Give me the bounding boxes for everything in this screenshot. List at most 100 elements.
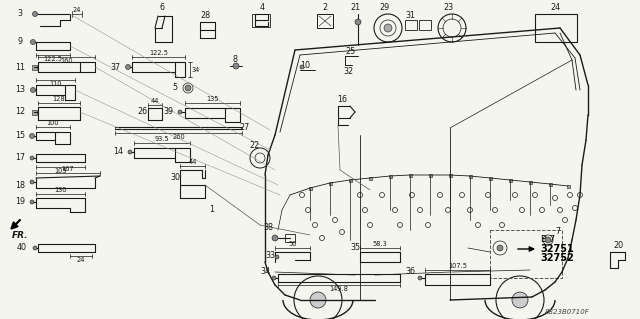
- Circle shape: [545, 237, 551, 243]
- Text: 160: 160: [60, 58, 73, 64]
- Circle shape: [31, 87, 35, 93]
- Bar: [488, 176, 492, 180]
- Text: 128: 128: [52, 96, 65, 102]
- Text: 58.3: 58.3: [372, 241, 387, 247]
- Text: 18: 18: [15, 181, 25, 189]
- Text: 24: 24: [77, 257, 85, 263]
- Text: B-7: B-7: [540, 235, 555, 244]
- Text: 130: 130: [54, 187, 67, 193]
- Circle shape: [384, 24, 392, 32]
- Circle shape: [125, 64, 131, 70]
- Text: 6: 6: [159, 4, 164, 12]
- Text: 7: 7: [556, 227, 561, 236]
- Text: 38: 38: [263, 224, 273, 233]
- Bar: [449, 174, 451, 176]
- Text: 3: 3: [17, 10, 22, 19]
- Circle shape: [355, 19, 361, 25]
- Text: 11: 11: [15, 63, 25, 71]
- Text: 110: 110: [49, 81, 61, 87]
- Circle shape: [310, 292, 326, 308]
- Bar: [328, 182, 332, 184]
- Text: 4: 4: [259, 4, 264, 12]
- Text: 260: 260: [172, 134, 185, 140]
- Bar: [548, 182, 552, 186]
- Circle shape: [497, 245, 503, 251]
- Text: 30: 30: [170, 174, 180, 182]
- Circle shape: [512, 292, 528, 308]
- Circle shape: [178, 110, 182, 114]
- Text: 50: 50: [288, 241, 297, 247]
- Circle shape: [30, 200, 34, 204]
- Circle shape: [275, 255, 279, 259]
- Bar: [285, 234, 295, 242]
- Text: 35: 35: [350, 243, 360, 253]
- Circle shape: [233, 63, 239, 69]
- Bar: [566, 184, 570, 188]
- Text: 32752: 32752: [540, 253, 573, 263]
- Bar: [349, 179, 351, 182]
- Text: 28: 28: [200, 11, 210, 19]
- Text: 93.5: 93.5: [155, 136, 170, 142]
- Bar: [529, 181, 531, 183]
- Text: 29: 29: [380, 4, 390, 12]
- Circle shape: [29, 133, 35, 138]
- Text: 37: 37: [110, 63, 120, 71]
- Circle shape: [418, 276, 422, 280]
- Circle shape: [128, 150, 132, 154]
- Text: 24: 24: [550, 4, 560, 12]
- Circle shape: [33, 11, 38, 17]
- Text: 8823B0710F: 8823B0710F: [545, 309, 590, 315]
- Text: 19: 19: [15, 197, 25, 206]
- Text: 17: 17: [15, 153, 25, 162]
- Text: 10: 10: [300, 61, 310, 70]
- Text: 8: 8: [232, 56, 237, 64]
- Text: 27: 27: [240, 122, 250, 131]
- Text: 9: 9: [17, 38, 22, 47]
- Bar: [388, 174, 392, 177]
- Text: 16: 16: [337, 95, 347, 105]
- Text: 167: 167: [61, 166, 74, 172]
- Text: 31: 31: [405, 11, 415, 19]
- Text: 12: 12: [15, 108, 25, 116]
- Text: 34: 34: [192, 66, 200, 72]
- Text: 5: 5: [172, 84, 177, 93]
- Bar: [429, 174, 431, 176]
- Circle shape: [300, 65, 304, 69]
- Circle shape: [30, 180, 34, 184]
- Text: 149.8: 149.8: [330, 286, 348, 292]
- Text: 135: 135: [206, 96, 219, 102]
- Text: 22: 22: [250, 140, 260, 150]
- Bar: [317, 14, 333, 28]
- Text: 44: 44: [151, 98, 159, 104]
- Text: 15: 15: [15, 131, 25, 140]
- Text: 44: 44: [188, 159, 196, 165]
- Bar: [31, 64, 36, 70]
- Bar: [419, 20, 431, 30]
- Bar: [369, 176, 371, 180]
- Circle shape: [31, 40, 35, 44]
- Text: 105: 105: [54, 168, 67, 174]
- Bar: [408, 174, 412, 176]
- Text: 33: 33: [265, 251, 275, 261]
- Text: 20: 20: [613, 241, 623, 249]
- Circle shape: [272, 235, 278, 241]
- Text: 34: 34: [260, 268, 270, 277]
- Bar: [31, 109, 36, 115]
- Bar: [308, 187, 312, 189]
- Text: 36: 36: [405, 268, 415, 277]
- Text: 122.5: 122.5: [149, 50, 168, 56]
- Circle shape: [33, 246, 37, 250]
- Circle shape: [185, 85, 191, 91]
- Bar: [405, 20, 417, 30]
- Text: 21: 21: [350, 4, 360, 12]
- Bar: [252, 14, 270, 27]
- Text: 39: 39: [163, 108, 173, 116]
- Text: 1: 1: [209, 205, 214, 214]
- Circle shape: [30, 156, 34, 160]
- Text: FR.: FR.: [12, 231, 28, 240]
- Circle shape: [272, 276, 276, 280]
- Bar: [509, 179, 511, 182]
- Text: 14: 14: [113, 147, 123, 157]
- Text: 122.5: 122.5: [44, 56, 63, 62]
- Text: 107.5: 107.5: [448, 263, 467, 269]
